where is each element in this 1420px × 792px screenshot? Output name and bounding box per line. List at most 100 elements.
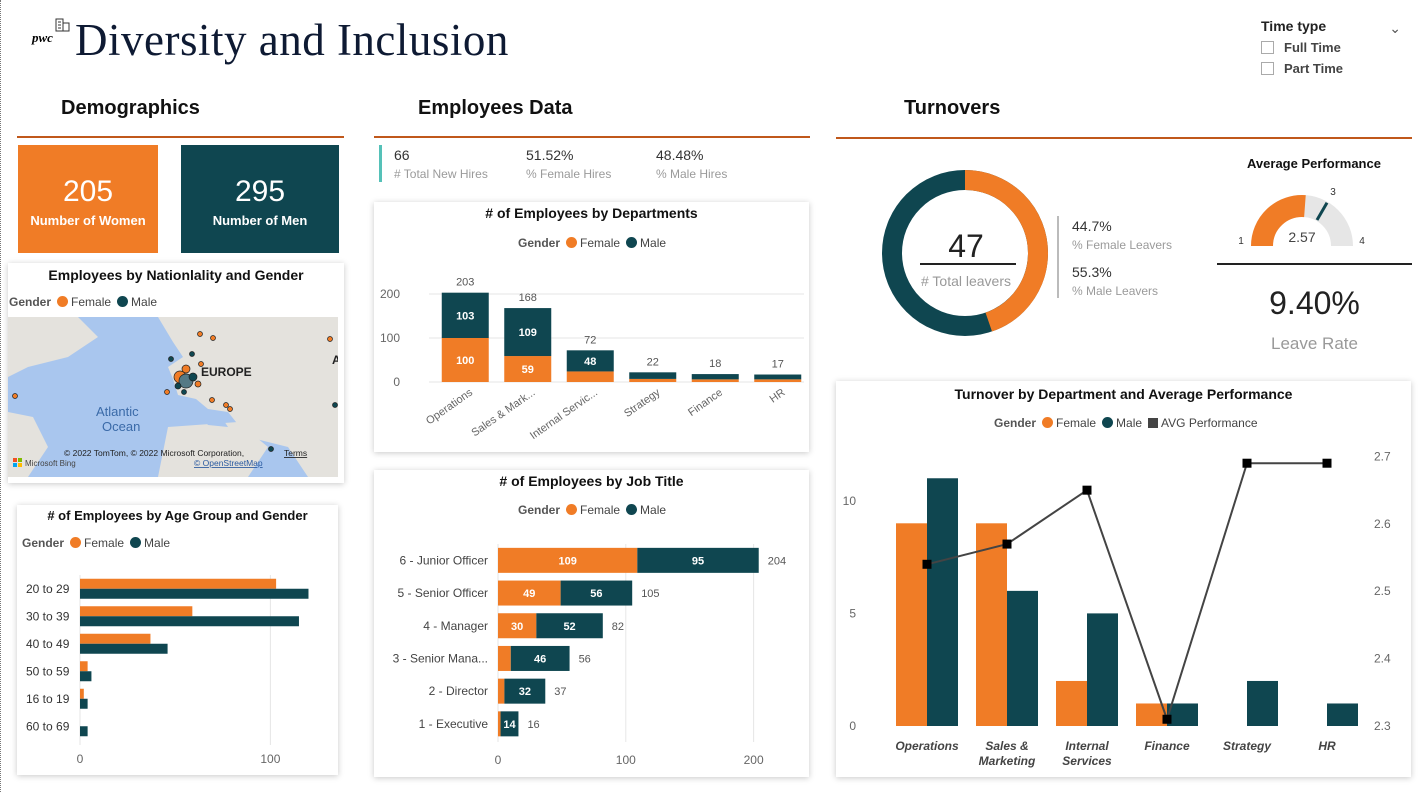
performance-gauge[interactable]: 2.57 1 4 3 (1216, 174, 1412, 264)
bar-male[interactable] (566, 350, 614, 372)
jobtitle-chart-card[interactable]: # of Employees by Job Title Gender Female… (374, 470, 809, 777)
legend-item-female[interactable]: Female (566, 503, 620, 517)
section-title-demographics: Demographics (61, 97, 200, 119)
bar-female[interactable] (691, 379, 739, 382)
slicer-option-full-time[interactable]: Full Time (1261, 40, 1401, 55)
bar-female[interactable] (566, 371, 614, 382)
bar-male[interactable] (691, 374, 739, 380)
turnover-chart-card[interactable]: Turnover by Department and Average Perfo… (836, 381, 1411, 777)
bar-male[interactable] (927, 478, 958, 726)
bar-male[interactable] (80, 671, 92, 682)
map-canvas[interactable]: EUROPE Atlantic Ocean A Microsoft Bing ©… (8, 317, 338, 477)
terms-link[interactable]: Terms (284, 448, 307, 458)
bar-male[interactable] (1087, 613, 1118, 726)
chart-legend: Gender Female Male AVG Performance (994, 416, 1264, 430)
map-view[interactable]: EUROPE Atlantic Ocean A Microsoft Bing ©… (8, 317, 338, 477)
leave-rate-value: 9.40% (1269, 285, 1360, 321)
bar-male[interactable] (80, 643, 168, 654)
legend-item-avg-performance[interactable]: AVG Performance (1148, 416, 1258, 430)
bar-female[interactable] (976, 523, 1007, 726)
checkbox[interactable] (1261, 41, 1274, 54)
bar-male[interactable] (504, 678, 546, 704)
bar-female[interactable] (498, 580, 561, 606)
jobtitle-chart[interactable]: 0 100 200 109 95 204 6 - Junior Officer 49 56 105… (374, 470, 809, 777)
osm-link[interactable]: © OpenStreetMap (194, 458, 263, 468)
bar-female[interactable] (80, 606, 193, 617)
bar-female[interactable] (504, 356, 552, 382)
bar-male[interactable] (510, 645, 570, 671)
bar-female[interactable] (498, 645, 511, 671)
bar-male[interactable] (80, 698, 88, 709)
leavers-donut[interactable]: 47 # Total leavers (880, 167, 1060, 347)
legend-item-male[interactable]: Male (626, 503, 666, 517)
age-chart-card[interactable]: # of Employees by Age Group and Gender G… (17, 505, 338, 775)
bar-male[interactable] (754, 374, 802, 380)
bar-male[interactable] (500, 711, 519, 737)
leave-rate-label: Leave Rate (1271, 334, 1358, 353)
section-rule (836, 137, 1412, 139)
bar-female[interactable] (441, 338, 489, 382)
departments-chart-card[interactable]: # of Employees by Departments Gender Fema… (374, 202, 809, 452)
avg-performance-marker[interactable] (1162, 714, 1172, 724)
avg-performance-marker[interactable] (1322, 458, 1332, 468)
slicer-option-part-time[interactable]: Part Time (1261, 61, 1401, 76)
bar-male[interactable] (1247, 680, 1278, 726)
legend-item-male[interactable]: Male (130, 536, 170, 550)
map-card[interactable]: Employees by Nationlality and Gender Gen… (8, 263, 344, 483)
y-tick-label: 0 (393, 375, 400, 389)
bar-female[interactable] (498, 547, 638, 573)
gauge-rule (1217, 263, 1412, 265)
avg-performance-marker[interactable] (1002, 539, 1012, 549)
legend-item-male[interactable]: Male (117, 295, 157, 309)
kpi-men-card[interactable]: 295 Number of Men (181, 145, 339, 253)
data-label: 30 (511, 621, 523, 633)
legend-item-female[interactable]: Female (1042, 416, 1096, 430)
legend-item-male[interactable]: Male (1102, 416, 1142, 430)
bar-female[interactable] (498, 711, 501, 737)
bar-male[interactable] (560, 580, 633, 606)
avg-performance-marker[interactable] (1242, 458, 1252, 468)
bar-male[interactable] (80, 616, 299, 627)
bar-female[interactable] (1136, 703, 1167, 726)
checkbox[interactable] (1261, 62, 1274, 75)
time-type-slicer[interactable]: Time type ⌄ Full Time Part Time (1261, 18, 1401, 76)
y-tick-label: 60 to 69 (26, 719, 70, 733)
avg-performance-marker[interactable] (1082, 485, 1092, 495)
bar-male[interactable] (637, 547, 759, 573)
bar-male[interactable] (629, 372, 677, 379)
bar-female[interactable] (1056, 680, 1087, 726)
bar-male[interactable] (1007, 590, 1038, 726)
turnover-chart[interactable]: 0 5 10 2.3 2.4 2.5 2.6 2.7 Operations Sales &Mark… (836, 381, 1411, 777)
bar-male[interactable] (1327, 703, 1358, 726)
bar-male[interactable] (80, 588, 309, 599)
bar-female[interactable] (629, 378, 677, 382)
bar-male[interactable] (80, 726, 88, 737)
bar-female[interactable] (498, 678, 505, 704)
bar-male[interactable] (536, 613, 603, 639)
bar-male[interactable] (441, 292, 489, 338)
avg-performance-marker[interactable] (922, 559, 932, 569)
bar-female[interactable] (754, 379, 802, 382)
legend-item-female[interactable]: Female (566, 236, 620, 250)
x-tick-label: 100 (260, 752, 280, 766)
legend-item-female[interactable]: Female (70, 536, 124, 550)
bar-male[interactable] (504, 308, 552, 357)
departments-chart[interactable]: 0 100 200 100 103 203 Operations 59 109 168 Sales … (374, 202, 809, 452)
chevron-down-icon[interactable]: ⌄ (1389, 20, 1401, 36)
legend-item-male[interactable]: Male (626, 236, 666, 250)
legend-item-female[interactable]: Female (57, 295, 111, 309)
age-chart[interactable]: 0 100 20 to 29 30 to 39 40 to 49 50 to 59 16 t… (17, 505, 338, 775)
kpi-women-card[interactable]: 205 Number of Women (18, 145, 158, 253)
section-title-employees: Employees Data (418, 97, 573, 119)
bar-female[interactable] (80, 661, 88, 672)
bar-female[interactable] (498, 613, 537, 639)
chart-title: # of Employees by Job Title (499, 473, 684, 489)
total-label: 82 (612, 621, 624, 633)
bar-female[interactable] (80, 578, 277, 589)
map-markers[interactable] (12, 331, 338, 452)
donut-female-arc[interactable] (882, 170, 1048, 336)
bar-female[interactable] (80, 633, 151, 644)
bar-male[interactable] (1167, 703, 1198, 726)
bar-female[interactable] (80, 688, 84, 699)
bar-female[interactable] (896, 523, 927, 726)
